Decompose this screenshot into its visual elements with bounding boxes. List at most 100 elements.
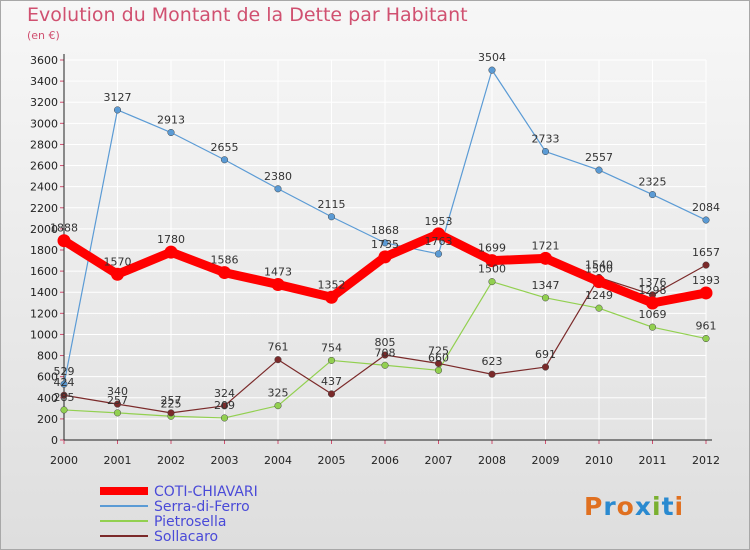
data-point — [60, 391, 68, 399]
data-point — [57, 234, 71, 248]
data-point — [327, 390, 336, 398]
data-point — [595, 304, 603, 312]
y-tick-label: 1600 — [30, 265, 58, 278]
data-label: 529 — [54, 365, 75, 378]
data-label: 725 — [428, 344, 449, 357]
data-label: 1888 — [50, 222, 78, 235]
data-point — [592, 275, 606, 289]
x-tick-label: 2009 — [532, 454, 560, 467]
data-label: 1347 — [532, 279, 560, 292]
data-label: 2913 — [157, 114, 185, 127]
data-point — [381, 239, 389, 247]
data-point — [274, 185, 282, 193]
data-label: 257 — [107, 394, 128, 407]
data-point — [167, 128, 175, 137]
data-label: 1868 — [371, 224, 399, 237]
y-tick-label: 1800 — [30, 244, 58, 257]
data-point — [646, 296, 659, 310]
data-label: 1570 — [104, 255, 132, 268]
logo-letter: i — [674, 492, 685, 521]
data-label: 1780 — [157, 233, 185, 246]
y-tick-label: 1200 — [30, 307, 58, 320]
y-tick-label: 800 — [37, 350, 58, 363]
y-tick-label: 2400 — [30, 181, 58, 194]
logo-letter: t — [661, 492, 675, 521]
data-label: 2380 — [264, 170, 292, 183]
y-tick-label: 1000 — [30, 328, 58, 341]
series-group — [57, 66, 713, 422]
data-label: 1735 — [371, 238, 399, 251]
logo-letter: r — [603, 492, 617, 521]
y-tick-label: 600 — [37, 371, 58, 384]
x-tick-label: 2000 — [50, 454, 78, 467]
data-point — [485, 254, 499, 268]
data-label: 2325 — [639, 176, 667, 189]
data-label: 1352 — [318, 278, 346, 291]
data-point — [220, 402, 229, 410]
y-tick-label: 2800 — [30, 138, 58, 151]
data-point — [434, 359, 443, 368]
y-tick-label: 3600 — [30, 54, 58, 67]
data-point — [595, 166, 603, 174]
data-label: 2655 — [211, 141, 239, 154]
legend-label: COTI-CHIAVARI — [154, 484, 258, 500]
data-point — [220, 156, 229, 164]
data-point — [432, 227, 445, 241]
data-label: 209 — [214, 399, 235, 412]
data-label: 708 — [375, 346, 396, 359]
data-point — [488, 278, 496, 286]
y-tick-label: 2600 — [30, 160, 58, 173]
logo-letter: o — [616, 492, 635, 521]
legend-label: Pietrosella — [154, 514, 226, 530]
data-label: 1376 — [639, 276, 667, 289]
chart-title: Evolution du Montant de la Dette par Hab… — [27, 4, 468, 26]
data-label: 225 — [161, 397, 182, 410]
data-point — [327, 213, 336, 221]
data-point — [111, 267, 124, 281]
x-tick-label: 2005 — [318, 454, 346, 467]
data-label: 660 — [428, 351, 449, 364]
data-label: 754 — [321, 341, 342, 354]
x-tick-label: 2002 — [157, 454, 185, 467]
data-label: 2115 — [318, 198, 346, 211]
data-point — [113, 106, 122, 114]
data-label: 805 — [375, 336, 396, 349]
data-label: 1657 — [692, 246, 720, 259]
legend-label: Sollacaro — [154, 529, 218, 545]
data-label: 961 — [696, 320, 717, 333]
y-tick-label: 0 — [51, 434, 58, 447]
data-label: 623 — [482, 355, 503, 368]
data-point — [113, 400, 122, 408]
data-point — [541, 294, 550, 302]
data-point — [220, 414, 229, 422]
data-labels: 1888 1570 1780 1586 1473 1352 1735 1953 1699 1721… — [50, 51, 720, 412]
data-point — [381, 351, 389, 359]
data-point — [164, 245, 178, 259]
data-label: 437 — [321, 375, 342, 388]
data-point — [381, 361, 389, 369]
x-tick-label: 2012 — [692, 454, 720, 467]
data-point — [702, 335, 710, 343]
data-label: 1699 — [478, 242, 506, 255]
data-label: 1500 — [585, 263, 613, 276]
data-label: 325 — [268, 387, 289, 400]
x-tick-label: 2006 — [371, 454, 399, 467]
data-label: 340 — [107, 385, 128, 398]
y-tick-label: 2000 — [30, 223, 58, 236]
data-point — [702, 261, 710, 269]
y-tick-label: 3200 — [30, 96, 58, 109]
data-label: 2557 — [585, 151, 613, 164]
y-tick-label: 2200 — [30, 202, 58, 215]
data-label: 257 — [161, 394, 182, 407]
data-label: 2084 — [692, 201, 720, 214]
data-point — [539, 251, 552, 265]
data-label: 1069 — [639, 308, 667, 321]
data-point — [327, 356, 336, 364]
data-label: 1249 — [585, 289, 613, 302]
chart-unit: (en €) — [27, 29, 60, 42]
x-tick-label: 2004 — [264, 454, 292, 467]
data-label: 3504 — [478, 51, 506, 64]
data-label: 1763 — [425, 235, 453, 248]
data-point — [60, 380, 68, 388]
